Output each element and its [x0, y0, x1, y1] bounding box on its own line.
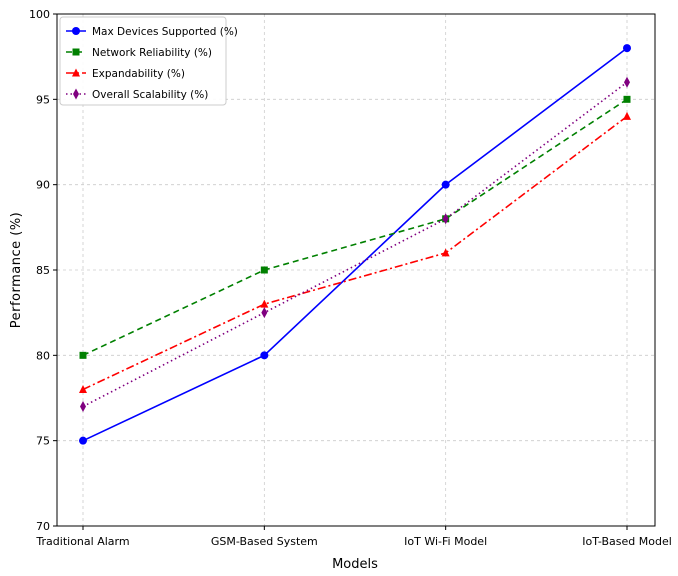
- data-point-3-3: [624, 76, 630, 88]
- data-point-3-1: [261, 307, 268, 319]
- legend-marker-0: [72, 27, 80, 35]
- data-point-3-0: [80, 401, 86, 413]
- legend-marker-3: [73, 88, 79, 100]
- y-tick-label: 85: [36, 264, 50, 277]
- data-point-3-2: [442, 213, 449, 225]
- series-layer: [79, 44, 631, 445]
- legend-box: [59, 16, 227, 106]
- data-point-0-0: [79, 436, 87, 445]
- y-axis-title: Performance (%): [9, 212, 24, 329]
- data-point-2-1: [260, 299, 269, 308]
- data-point-0-3: [623, 44, 631, 53]
- legend-label-2: Expandability (%): [92, 68, 185, 80]
- legend-label-1: Network Reliability (%): [92, 47, 212, 59]
- y-tick-label: 90: [36, 179, 50, 192]
- legend-label-3: Overall Scalability (%): [92, 89, 208, 101]
- x-axis-title: Models: [332, 557, 378, 572]
- series-line-1: [82, 98, 628, 357]
- x-tick-label: GSM-Based System: [211, 535, 318, 548]
- data-point-0-1: [260, 351, 269, 360]
- y-tick-label: 95: [36, 93, 50, 106]
- series-line-2: [82, 115, 628, 391]
- x-tick-label: IoT Wi-Fi Model: [404, 535, 487, 548]
- x-tick-label: Traditional Alarm: [35, 535, 129, 548]
- axes-layer: 70 75 80 85 90 95 100 Traditional Alarm GSM-Base…: [29, 8, 672, 548]
- legend: Max Devices Supported (%) Network Reliabi…: [59, 16, 238, 106]
- series-line-3: [82, 81, 628, 408]
- data-point-2-3: [623, 111, 631, 120]
- series-line-0: [82, 47, 628, 442]
- data-point-2-2: [441, 248, 450, 257]
- legend-label-0: Max Devices Supported (%): [92, 26, 238, 38]
- data-point-2-0: [79, 384, 87, 393]
- x-tick-label: IoT-Based Model: [582, 535, 672, 548]
- legend-marker-2: [72, 68, 80, 77]
- y-tick-label: 100: [29, 8, 50, 21]
- y-tick-label: 80: [36, 349, 50, 362]
- data-point-1-1: [260, 266, 268, 274]
- data-point-1-3: [623, 95, 631, 103]
- y-tick-label: 75: [36, 435, 50, 448]
- y-tick-label: 70: [36, 520, 50, 533]
- data-point-0-2: [441, 180, 450, 189]
- legend-marker-1: [72, 48, 80, 56]
- data-point-1-0: [79, 351, 87, 359]
